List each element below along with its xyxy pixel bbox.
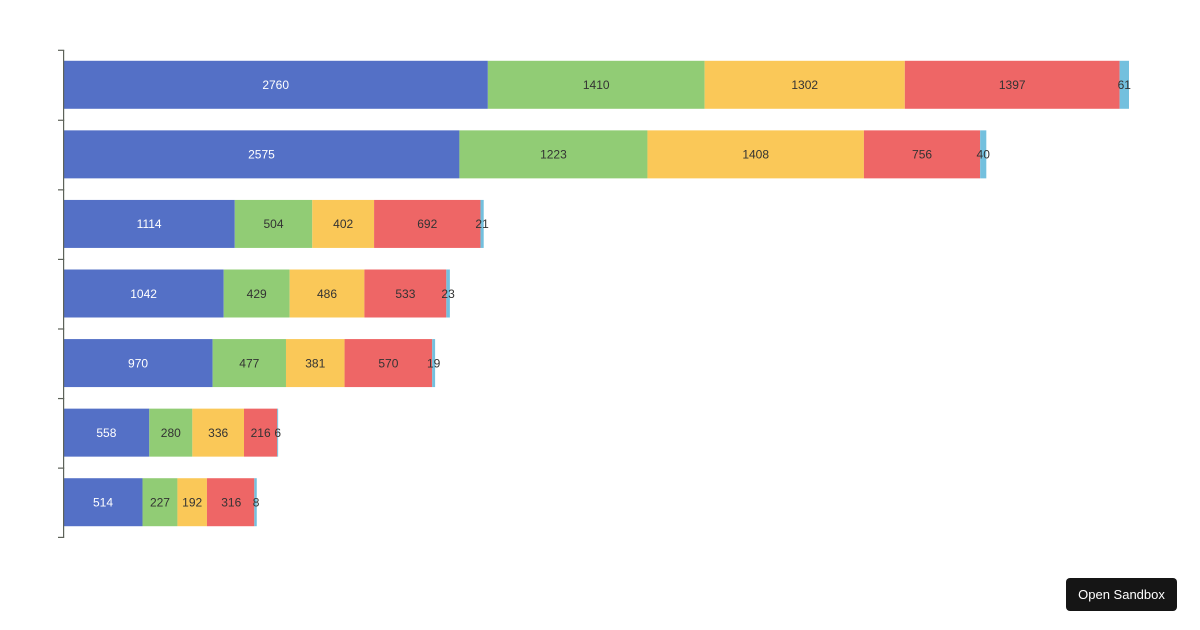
svg-text:429: 429 xyxy=(247,287,267,301)
svg-text:316: 316 xyxy=(221,496,241,510)
svg-text:1410: 1410 xyxy=(583,78,610,92)
svg-text:504: 504 xyxy=(264,217,284,231)
svg-text:1397: 1397 xyxy=(999,78,1026,92)
svg-text:2575: 2575 xyxy=(248,148,275,162)
svg-text:402: 402 xyxy=(333,217,353,231)
svg-text:970: 970 xyxy=(128,356,148,370)
svg-text:40: 40 xyxy=(977,148,991,162)
svg-text:558: 558 xyxy=(96,426,116,440)
svg-text:6: 6 xyxy=(274,426,281,440)
svg-text:2760: 2760 xyxy=(262,78,289,92)
svg-text:756: 756 xyxy=(912,148,932,162)
svg-text:1408: 1408 xyxy=(742,148,769,162)
svg-text:1114: 1114 xyxy=(137,217,162,231)
svg-text:533: 533 xyxy=(395,287,415,301)
svg-text:280: 280 xyxy=(161,426,181,440)
svg-text:21: 21 xyxy=(475,217,489,231)
svg-text:19: 19 xyxy=(427,356,441,370)
svg-text:1042: 1042 xyxy=(130,287,157,301)
svg-text:381: 381 xyxy=(305,356,325,370)
svg-text:692: 692 xyxy=(417,217,437,231)
svg-text:227: 227 xyxy=(150,496,170,510)
svg-text:8: 8 xyxy=(253,496,260,510)
svg-text:477: 477 xyxy=(239,356,259,370)
svg-text:61: 61 xyxy=(1118,78,1132,92)
svg-text:570: 570 xyxy=(378,356,398,370)
svg-text:1302: 1302 xyxy=(791,78,818,92)
svg-text:216: 216 xyxy=(251,426,271,440)
svg-text:1223: 1223 xyxy=(540,148,567,162)
svg-text:23: 23 xyxy=(441,287,455,301)
svg-text:336: 336 xyxy=(208,426,228,440)
svg-text:514: 514 xyxy=(93,496,113,510)
svg-text:192: 192 xyxy=(182,496,202,510)
svg-text:486: 486 xyxy=(317,287,337,301)
